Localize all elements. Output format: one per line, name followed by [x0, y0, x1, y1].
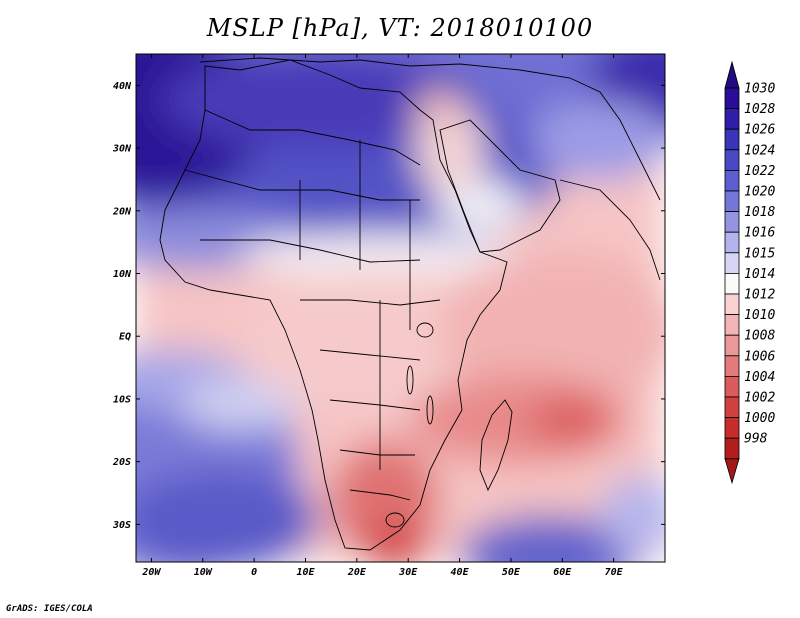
colorbar-label: 1026	[744, 123, 775, 138]
colorbar-label: 1018	[744, 205, 775, 220]
y-tick-label: 30S	[112, 520, 131, 531]
colorbar-swatch	[724, 293, 740, 316]
colorbar-swatch	[724, 396, 740, 419]
x-tick-label: 50E	[502, 567, 521, 578]
colorbar-label: 1010	[744, 308, 775, 323]
colorbar-label: 1004	[744, 370, 775, 385]
colorbar-swatch	[724, 272, 740, 295]
colorbar-label: 998	[744, 432, 768, 447]
colorbar: 1030 1028 1026 1024 1022 1020 1018 1016 1015 1014…	[724, 60, 775, 485]
colorbar-swatch	[724, 169, 740, 192]
colorbar-label: 1024	[744, 143, 775, 158]
x-tick-label: 40E	[451, 567, 470, 578]
x-tick-label: 60E	[553, 567, 572, 578]
colorbar-swatch	[724, 211, 740, 233]
x-tick-label: 10E	[296, 567, 315, 578]
grads-credit: GrADS: IGES/COLA	[6, 604, 93, 614]
coastlines	[159, 57, 661, 551]
colorbar-swatch	[724, 437, 740, 460]
y-tick-label: 10N	[113, 269, 132, 280]
colorbar-label: 1006	[744, 349, 775, 364]
x-tick-label: 70E	[605, 567, 624, 578]
colorbar-swatch	[724, 231, 740, 254]
colorbar-under-triangle	[724, 458, 740, 485]
colorbar-label: 1028	[744, 102, 775, 117]
colorbar-over-triangle	[724, 60, 740, 89]
colorbar-label: 1012	[744, 288, 775, 303]
x-tick-label: 30E	[398, 567, 418, 578]
colorbar-label: 1014	[744, 267, 775, 282]
colorbar-label: 1020	[744, 185, 775, 200]
colorbar-swatch	[724, 252, 740, 274]
x-tick-label: 20E	[347, 567, 367, 578]
y-tick-label: 10S	[113, 394, 131, 405]
colorbar-swatch	[724, 375, 740, 398]
x-tick-label: 10W	[194, 567, 213, 578]
x-axis: 20W 10W 0 10E 20E 30E 40E 50E 60E 70E	[141, 54, 624, 578]
colorbar-swatch	[724, 87, 740, 110]
colorbar-label: 1016	[744, 226, 775, 241]
y-tick-label: 20N	[112, 206, 132, 217]
pressure-field	[136, 54, 665, 562]
colorbar-swatch	[724, 355, 740, 377]
y-tick-label: EQ	[119, 332, 131, 343]
colorbar-swatch	[724, 128, 740, 151]
y-tick-label: 30N	[112, 144, 132, 155]
map-frame	[135, 53, 666, 563]
colorbar-label: 1000	[744, 411, 775, 426]
y-tick-label: 40N	[113, 81, 132, 92]
colorbar-label: 1030	[744, 82, 775, 97]
colorbar-swatch	[724, 190, 740, 213]
colorbar-swatch	[724, 314, 740, 336]
y-tick-label: 20S	[112, 457, 131, 468]
colorbar-swatch	[724, 417, 740, 439]
colorbar-label: 1015	[744, 246, 775, 261]
colorbar-label: 1008	[744, 329, 775, 344]
x-tick-label: 0	[251, 567, 257, 578]
colorbar-swatch	[724, 334, 740, 357]
y-axis: 40N 30N 20N 10N EQ 10S 20S 30S	[112, 81, 665, 531]
colorbar-swatch	[724, 108, 740, 130]
x-tick-label: 20W	[141, 567, 161, 578]
colorbar-swatch	[724, 149, 740, 171]
colorbar-label: 1022	[744, 164, 775, 179]
colorbar-label: 1002	[744, 391, 775, 406]
figure-title: MSLP [hPa], VT: 2018010100	[206, 14, 594, 42]
